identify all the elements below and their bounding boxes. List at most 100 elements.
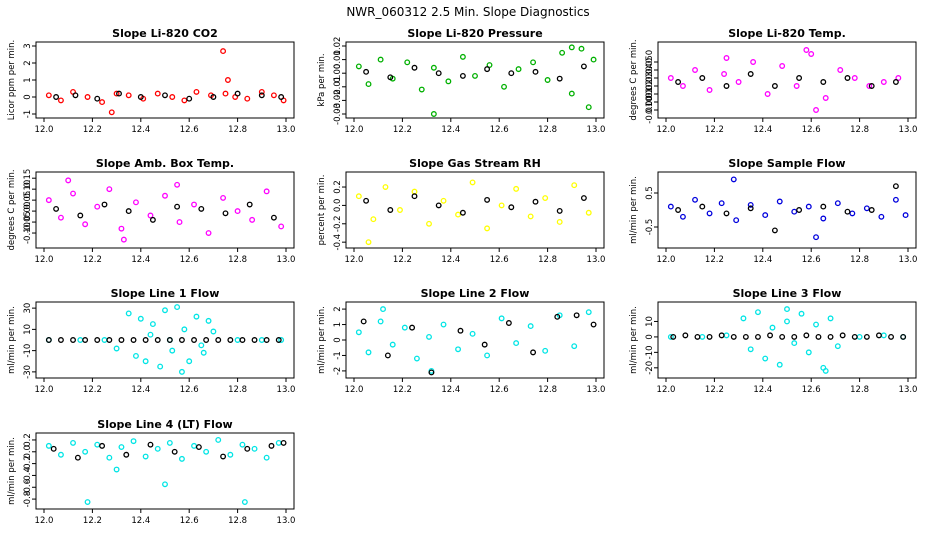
data-point bbox=[723, 210, 730, 217]
data-point bbox=[411, 188, 418, 195]
data-point bbox=[74, 454, 81, 461]
x-tick-label: 12.6 bbox=[180, 385, 199, 395]
data-point bbox=[239, 337, 246, 343]
x-tick-label: 12.2 bbox=[83, 255, 102, 265]
data-point bbox=[484, 66, 491, 73]
data-point bbox=[459, 72, 466, 79]
x-tick-label: 12.0 bbox=[345, 385, 364, 395]
data-point bbox=[149, 321, 156, 328]
x-tick-label: 12.4 bbox=[441, 125, 460, 135]
x-tick-label: 12.4 bbox=[131, 255, 150, 265]
data-point bbox=[723, 83, 730, 89]
data-point bbox=[820, 203, 827, 210]
data-point bbox=[851, 75, 858, 81]
data-point bbox=[723, 332, 730, 339]
data-point bbox=[162, 481, 168, 488]
data-point bbox=[484, 196, 491, 203]
x-tick-label: 12.6 bbox=[490, 385, 509, 395]
x-tick-label: 12.0 bbox=[657, 125, 676, 135]
x-tick-label: 12.8 bbox=[850, 255, 869, 265]
data-point bbox=[498, 315, 505, 322]
data-point bbox=[82, 221, 89, 228]
data-point bbox=[445, 78, 452, 85]
data-point bbox=[186, 95, 193, 102]
data-point bbox=[559, 49, 566, 56]
data-point bbox=[455, 346, 462, 353]
y-tick-label: 0.15 bbox=[23, 169, 33, 188]
data-point bbox=[222, 210, 229, 217]
data-point bbox=[278, 223, 285, 230]
x-tick-label: 12.6 bbox=[490, 255, 509, 265]
data-point bbox=[174, 181, 181, 188]
data-point bbox=[249, 216, 256, 223]
y-tick-label: 0.0 bbox=[23, 445, 33, 459]
y-axis-label: degrees C per min. bbox=[7, 169, 17, 250]
y-tick-label: 0.05 bbox=[23, 191, 33, 210]
data-point bbox=[234, 208, 241, 215]
data-point bbox=[205, 230, 212, 236]
plot-frame bbox=[657, 171, 917, 249]
data-point bbox=[764, 91, 771, 97]
data-point bbox=[147, 331, 154, 338]
data-point bbox=[94, 203, 101, 210]
data-point bbox=[270, 214, 277, 221]
data-point bbox=[779, 333, 786, 340]
data-point bbox=[876, 332, 882, 339]
y-tick-label: 0.02 bbox=[333, 37, 343, 56]
data-point bbox=[692, 196, 698, 203]
data-point bbox=[742, 333, 749, 340]
y-tick-label: 0.2 bbox=[333, 180, 343, 194]
x-tick-label: 12.0 bbox=[35, 255, 54, 265]
data-point bbox=[706, 333, 713, 340]
y-axis-label: ml/min per min. bbox=[7, 306, 17, 374]
data-point bbox=[205, 317, 212, 324]
data-point bbox=[268, 442, 275, 449]
plot-frame bbox=[35, 301, 295, 379]
data-point bbox=[241, 499, 248, 505]
data-point bbox=[798, 310, 805, 317]
x-tick-label: 12.4 bbox=[753, 255, 772, 265]
data-point bbox=[813, 107, 819, 113]
data-point bbox=[200, 349, 207, 356]
data-point bbox=[779, 63, 786, 69]
data-point bbox=[900, 333, 907, 340]
x-tick-label: 13.0 bbox=[587, 125, 606, 135]
x-tick-label: 12.4 bbox=[753, 125, 772, 135]
data-point bbox=[755, 309, 761, 316]
y-axis-label: ml/min per min. bbox=[629, 176, 639, 244]
x-tick-label: 13.0 bbox=[277, 125, 296, 135]
data-point bbox=[769, 324, 776, 331]
data-point bbox=[585, 209, 592, 216]
x-tick-label: 13.0 bbox=[277, 516, 296, 526]
data-point bbox=[513, 185, 520, 192]
data-point bbox=[459, 53, 466, 60]
data-point bbox=[856, 333, 863, 340]
data-point bbox=[430, 64, 437, 71]
y-tick-label: -0.02 bbox=[333, 89, 343, 111]
data-point bbox=[839, 332, 846, 339]
x-tick-label: 12.6 bbox=[802, 125, 821, 135]
x-tick-label: 12.8 bbox=[228, 385, 247, 395]
x-tick-label: 12.2 bbox=[393, 255, 412, 265]
x-tick-label: 12.0 bbox=[345, 125, 364, 135]
data-point bbox=[515, 66, 522, 73]
figure-title: NWR_060312 2.5 Min. Slope Diagnostics bbox=[346, 5, 589, 19]
data-point bbox=[776, 361, 783, 368]
data-point bbox=[762, 355, 769, 362]
data-point bbox=[198, 342, 205, 349]
data-point bbox=[130, 337, 137, 343]
x-tick-label: 12.6 bbox=[180, 516, 199, 526]
data-point bbox=[868, 207, 875, 213]
data-point bbox=[508, 204, 515, 211]
data-point bbox=[108, 109, 115, 116]
y-tick-label: 0.020 bbox=[645, 74, 655, 98]
x-tick-label: 12.2 bbox=[83, 125, 102, 135]
data-point bbox=[65, 177, 72, 184]
data-point bbox=[849, 210, 856, 217]
data-point bbox=[215, 437, 222, 443]
data-point bbox=[815, 333, 822, 340]
data-point bbox=[796, 207, 803, 213]
data-point bbox=[892, 79, 899, 85]
data-point bbox=[193, 88, 200, 95]
data-point bbox=[532, 198, 539, 205]
